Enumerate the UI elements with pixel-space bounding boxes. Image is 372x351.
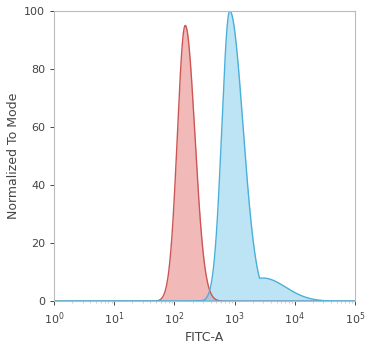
Y-axis label: Normalized To Mode: Normalized To Mode xyxy=(7,93,20,219)
X-axis label: FITC-A: FITC-A xyxy=(185,331,224,344)
